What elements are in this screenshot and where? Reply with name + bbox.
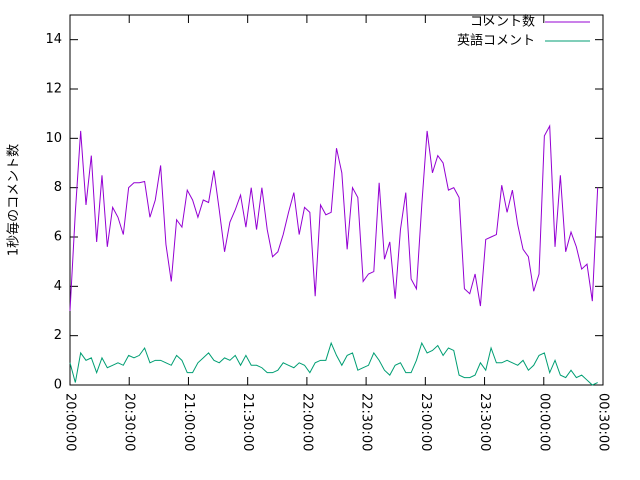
x-tick-label: 20:30:00 bbox=[122, 393, 137, 451]
y-axis-label: 1秒毎のコメント数 bbox=[6, 144, 22, 256]
y-tick-label: 2 bbox=[54, 328, 62, 343]
y-tick-label: 12 bbox=[45, 82, 62, 97]
y-tick-label: 0 bbox=[54, 378, 62, 393]
series-line bbox=[69, 124, 599, 312]
x-tick-label: 23:30:00 bbox=[477, 393, 492, 451]
x-tick-label: 23:00:00 bbox=[418, 393, 433, 451]
y-tick-label: 8 bbox=[54, 180, 62, 195]
y-tick-label: 6 bbox=[54, 230, 62, 245]
y-tick-label: 14 bbox=[45, 32, 62, 47]
x-tick-label: 22:30:00 bbox=[359, 393, 374, 451]
x-tick-label: 20:00:00 bbox=[63, 393, 78, 451]
x-tick-label: 00:00:00 bbox=[536, 393, 551, 451]
y-tick-label: 4 bbox=[54, 279, 62, 294]
legend-label: 英語コメント bbox=[457, 33, 535, 49]
x-tick-label: 21:30:00 bbox=[240, 393, 255, 451]
x-tick-label: 21:00:00 bbox=[181, 393, 196, 451]
y-tick-label: 10 bbox=[45, 131, 62, 146]
x-tick-label: 22:00:00 bbox=[299, 393, 314, 451]
plot-border bbox=[69, 14, 604, 386]
series-line bbox=[69, 341, 598, 386]
legend-label: コメント数 bbox=[470, 15, 535, 30]
x-tick-label: 00:30:00 bbox=[596, 393, 611, 451]
